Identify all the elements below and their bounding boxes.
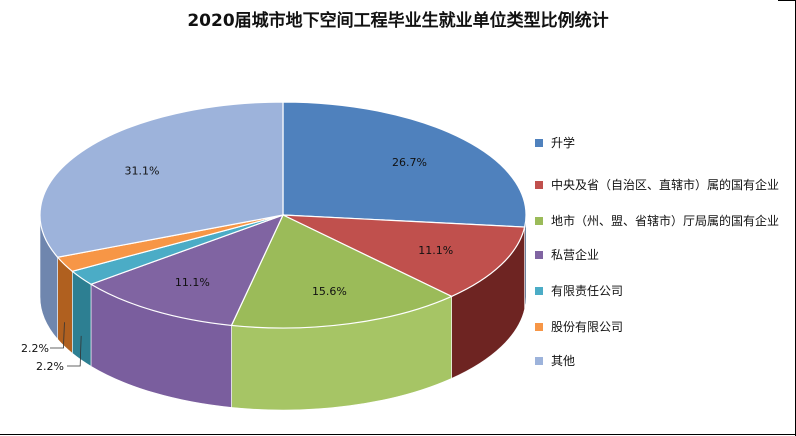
legend-item-1: 中央及省（自治区、直辖市）属的国有企业 <box>535 178 796 192</box>
data-label-2: 15.6% <box>312 285 347 298</box>
legend-item-4: 有限责任公司 <box>535 284 796 298</box>
data-label-5: 2.2% <box>21 342 49 355</box>
data-label-1: 11.1% <box>418 244 453 257</box>
legend-item-5: 股份有限公司 <box>535 320 796 334</box>
legend-swatch-0 <box>535 139 543 147</box>
legend-swatch-5 <box>535 323 543 331</box>
legend-label-1: 中央及省（自治区、直辖市）属的国有企业 <box>551 178 780 192</box>
data-label-4: 2.2% <box>36 360 64 373</box>
legend-item-0: 升学 <box>535 136 796 150</box>
legend-swatch-3 <box>535 251 543 259</box>
pie-side-5 <box>57 256 73 354</box>
data-label-0: 26.7% <box>392 156 427 169</box>
data-label-3: 11.1% <box>175 276 210 289</box>
legend-swatch-6 <box>535 357 543 365</box>
pie-slice-6 <box>39 101 284 258</box>
legend-swatch-4 <box>535 287 543 295</box>
chart-title: 2020届城市地下空间工程毕业生就业单位类型比例统计 <box>187 11 609 31</box>
leader-line-5 <box>50 322 65 349</box>
pie-slice-3 <box>89 213 285 327</box>
frame-bottom-line <box>0 434 796 435</box>
pie-slice-2 <box>230 214 453 329</box>
pie-slice-1 <box>282 214 526 298</box>
legend-label-2: 地市（州、盟、省辖市）厅局属的国有企业 <box>551 214 780 228</box>
legend-label-4: 有限责任公司 <box>551 284 624 298</box>
legend-swatch-2 <box>535 217 543 225</box>
data-label-6: 31.1% <box>125 165 160 178</box>
legend-label-5: 股份有限公司 <box>551 320 624 334</box>
frame-top-line <box>778 0 796 1</box>
legend-item-2: 地市（州、盟、省辖市）厅局属的国有企业 <box>535 214 796 228</box>
leader-line-4 <box>67 335 82 367</box>
legend-swatch-1 <box>535 181 543 189</box>
legend-label-0: 升学 <box>551 136 576 150</box>
legend-label-3: 私营企业 <box>551 248 600 262</box>
pie-side-4 <box>72 270 92 367</box>
legend-item-3: 私营企业 <box>535 248 796 262</box>
pie-slice-0 <box>282 101 527 228</box>
legend-item-6: 其他 <box>535 354 796 368</box>
legend-label-6: 其他 <box>551 354 576 368</box>
